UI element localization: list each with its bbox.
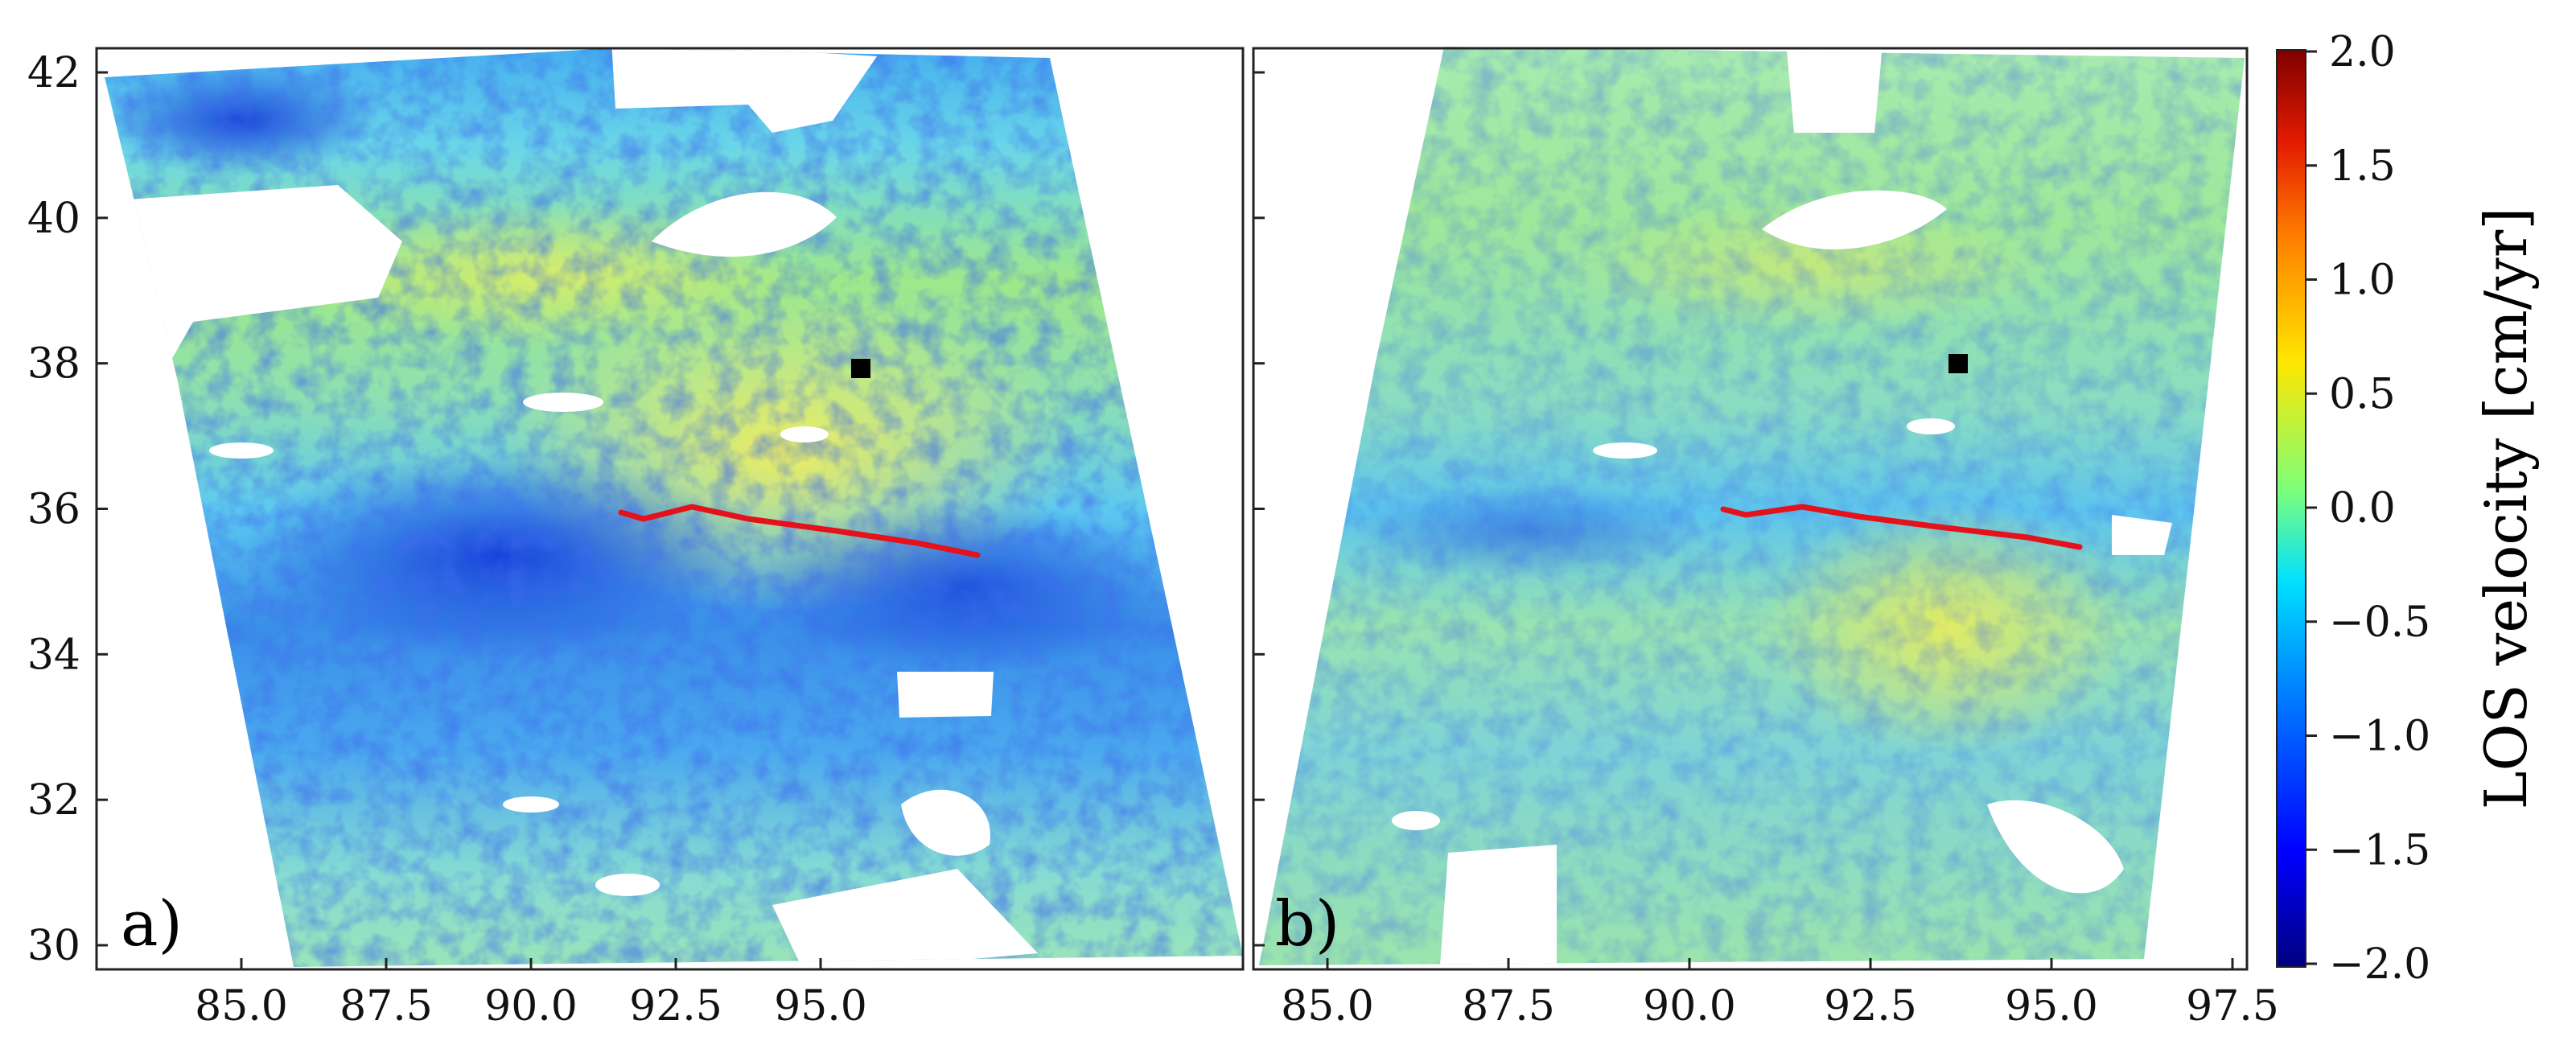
colorbar-tick-label: −1.5 (2329, 826, 2430, 874)
y-tick-label: 30 (27, 922, 80, 970)
colorbar: 2.0 1.5 1.0 0.5 0.0 −0.5 −1.0 −1.5 −2.0 LOS velo… (2276, 28, 2540, 989)
colorbar-tick-label: 0.5 (2329, 370, 2396, 418)
y-tick-label: 32 (27, 776, 80, 825)
x-tick-label: 97.5 (2186, 982, 2279, 1031)
panel-b-label: b) (1275, 888, 1339, 961)
colorbar-tick-label: 0.0 (2329, 484, 2396, 533)
site-marker-a (851, 359, 870, 378)
x-tick-label: 92.5 (1824, 982, 1917, 1031)
panel-a (95, 47, 1245, 971)
colorbar-tick-label: 1.5 (2329, 142, 2396, 191)
colorbar-tick-label: −2.0 (2329, 940, 2430, 989)
panel-b (1252, 47, 2249, 971)
y-tick-label: 36 (27, 486, 80, 534)
y-axis: 42 40 38 36 34 32 30 (27, 49, 1265, 970)
x-tick-label: 95.0 (2005, 982, 2098, 1031)
colorbar-tick-label: 2.0 (2329, 28, 2396, 76)
y-tick-label: 38 (27, 340, 80, 389)
x-axis-a: 85.0 87.5 90.0 92.5 95.0 (195, 958, 867, 1031)
panel-a-label: a) (121, 888, 183, 961)
x-tick-label: 87.5 (1462, 982, 1555, 1031)
x-tick-label: 85.0 (1281, 982, 1374, 1031)
x-tick-label: 85.0 (195, 982, 288, 1031)
x-tick-label: 90.0 (484, 982, 578, 1031)
y-tick-label: 40 (27, 195, 80, 243)
fault-trace-a (618, 504, 981, 558)
y-tick-label: 34 (27, 631, 80, 679)
colorbar-tick-label: −1.0 (2329, 713, 2430, 761)
x-axis-b: 85.0 87.5 90.0 92.5 95.0 97.5 (1281, 958, 2279, 1031)
y-tick-label: 42 (27, 49, 80, 97)
x-tick-label: 87.5 (339, 982, 433, 1031)
fault-trace-b (1720, 504, 2083, 550)
colorbar-tick-label: −0.5 (2329, 599, 2430, 647)
x-tick-label: 92.5 (629, 982, 722, 1031)
x-tick-label: 90.0 (1643, 982, 1736, 1031)
colorbar-ticks: 2.0 1.5 1.0 0.5 0.0 −0.5 −1.0 −1.5 −2.0 (2306, 28, 2430, 989)
colorbar-tick-label: 1.0 (2329, 257, 2396, 305)
colorbar-title: LOS velocity [cm/yr] (2472, 208, 2540, 810)
colorbar-ramp (2276, 49, 2306, 968)
site-marker-b (1948, 354, 1968, 373)
x-tick-label: 95.0 (774, 982, 867, 1031)
